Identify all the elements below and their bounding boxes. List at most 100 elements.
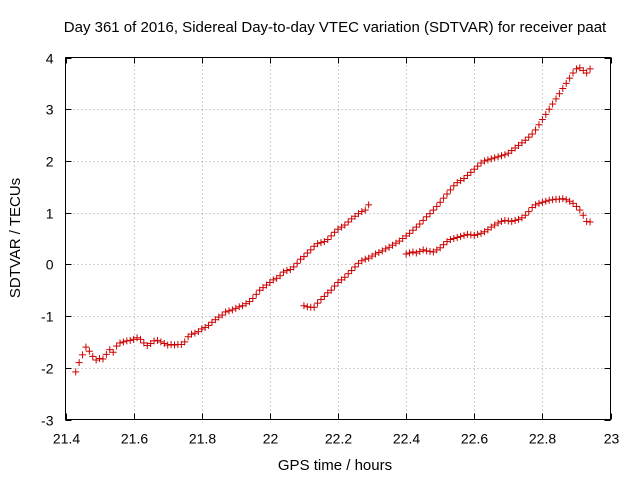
data-point [303,303,311,311]
y-tick-label: 0 [46,257,54,273]
data-point [102,350,110,358]
data-point [82,343,90,351]
data-point [412,223,420,231]
chart-title: Day 361 of 2016, Sidereal Day-to-day VTE… [64,19,607,36]
data-point [450,182,458,190]
data-point [344,218,352,226]
data-point [569,199,577,207]
data-point [532,126,540,134]
data-point [136,335,144,343]
data-point [586,65,594,73]
data-point [307,246,315,254]
y-tick-label: 4 [46,51,54,67]
data-point [92,356,100,364]
data-point [494,153,502,161]
data-point [113,342,121,350]
x-tick-label: 21.8 [189,431,216,447]
data-point [218,311,226,319]
axis-ticks: 21.4 21.6 21.8 22 22.2 22.4 22.6 22.8 23-3-2-101… [41,51,619,447]
data-point [300,253,308,261]
data-point [429,206,437,214]
data-point [327,286,335,294]
data-point [191,329,199,337]
data-point [416,220,424,228]
data-points [72,64,594,376]
data-point [351,263,359,271]
data-point [283,267,291,275]
data-point [528,130,536,138]
data-point [538,198,546,206]
data-point [235,303,243,311]
data-point [474,162,482,170]
data-point [436,198,444,206]
data-point [79,351,87,359]
data-point [348,267,356,275]
data-point [365,201,373,209]
data-point [521,136,529,144]
data-point [331,228,339,236]
data-point [569,69,577,77]
data-point [327,232,335,240]
x-tick-label: 22.2 [325,431,352,447]
data-point [133,334,141,342]
data-point [252,290,260,298]
data-point [99,355,107,363]
data-point [525,208,533,216]
y-tick-label: 2 [46,154,54,170]
data-point [467,231,475,239]
data-point [559,195,567,203]
data-point [460,175,468,183]
data-point [317,296,325,304]
data-point [228,306,236,314]
data-point [89,352,97,360]
data-point [409,248,417,256]
data-point [538,116,546,124]
data-point [545,105,553,113]
data-point [521,211,529,219]
data-point [361,206,369,214]
data-point [491,154,499,162]
data-point [586,218,594,226]
data-point [314,240,322,248]
data-point [171,341,178,349]
data-point [562,79,570,87]
data-point [406,229,414,237]
data-point [484,156,492,164]
data-point [341,221,349,229]
data-point [249,294,257,302]
data-point [440,194,448,202]
data-point [576,206,584,214]
data-point [562,196,570,204]
data-point [559,85,567,93]
data-point [358,208,366,216]
data-point [290,263,298,271]
data-point [535,199,543,207]
data-point [245,298,253,306]
data-point [433,202,441,210]
data-point [85,347,93,355]
data-point [119,338,127,346]
data-point [487,155,495,163]
data-point [324,236,332,244]
data-point [109,348,117,356]
data-point [406,249,414,257]
data-point [153,336,161,344]
data-point [535,121,543,129]
data-point [198,325,206,333]
data-point [320,292,328,300]
x-tick-label: 21.6 [121,431,148,447]
x-tick-label: 21.4 [53,431,80,447]
data-point [310,303,318,311]
data-point [423,247,431,255]
data-point [436,244,444,252]
data-point [293,259,301,267]
y-tick-label: 3 [46,102,54,118]
data-point [181,338,189,346]
data-point [579,211,587,219]
data-point [167,341,175,349]
data-point [157,338,165,346]
data-point [498,217,505,225]
data-point [423,213,431,221]
grid-lines [65,57,611,420]
data-point [126,336,134,344]
